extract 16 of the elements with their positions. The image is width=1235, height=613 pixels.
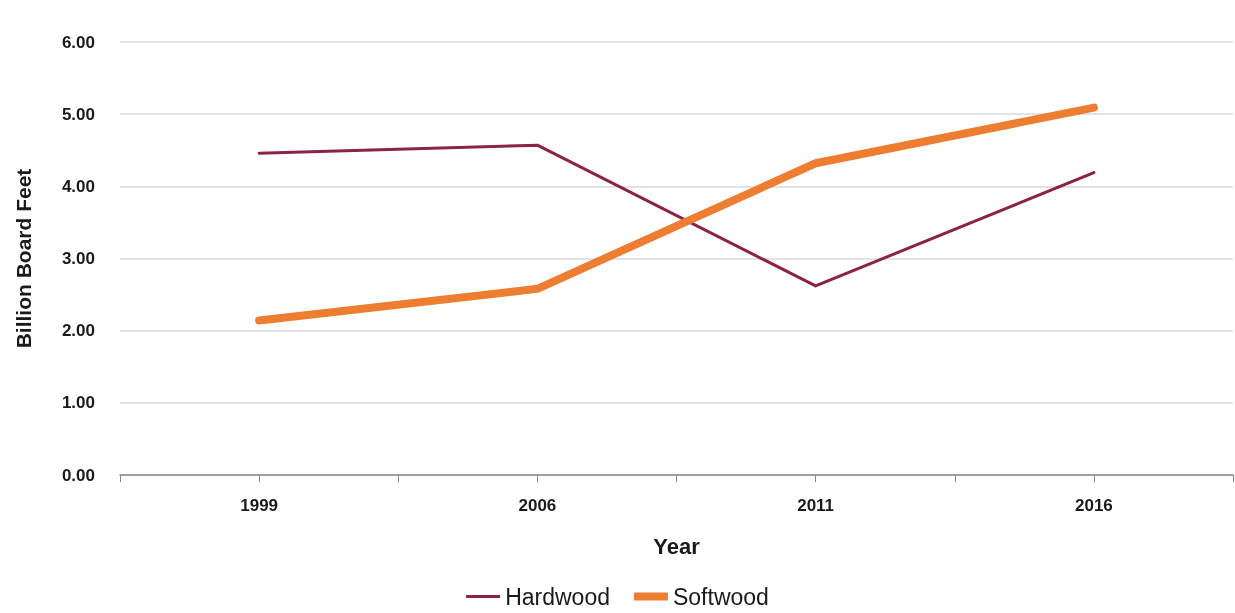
y-tick-label: 2.00 — [61, 321, 95, 341]
y-axis-title: Billion Board Feet — [12, 168, 35, 349]
x-tick-label: 1999 — [240, 496, 279, 515]
x-tick-label: 2006 — [518, 496, 557, 515]
x-tick-label: 2011 — [797, 496, 835, 515]
legend-label: Softwood — [672, 583, 769, 610]
y-tick-label: 1.00 — [61, 393, 95, 413]
y-tick-label: 0.00 — [61, 465, 95, 485]
y-tick-label: 5.00 — [61, 104, 95, 124]
y-tick-label: 3.00 — [61, 249, 95, 268]
y-tick-label: 6.00 — [61, 32, 95, 52]
y-tick-label: 4.00 — [61, 176, 95, 196]
x-tick-label: 2016 — [1074, 496, 1113, 515]
legend-label: Hardwood — [505, 583, 610, 610]
line-series — [257, 143, 1096, 288]
x-axis-title: Year — [653, 533, 701, 559]
